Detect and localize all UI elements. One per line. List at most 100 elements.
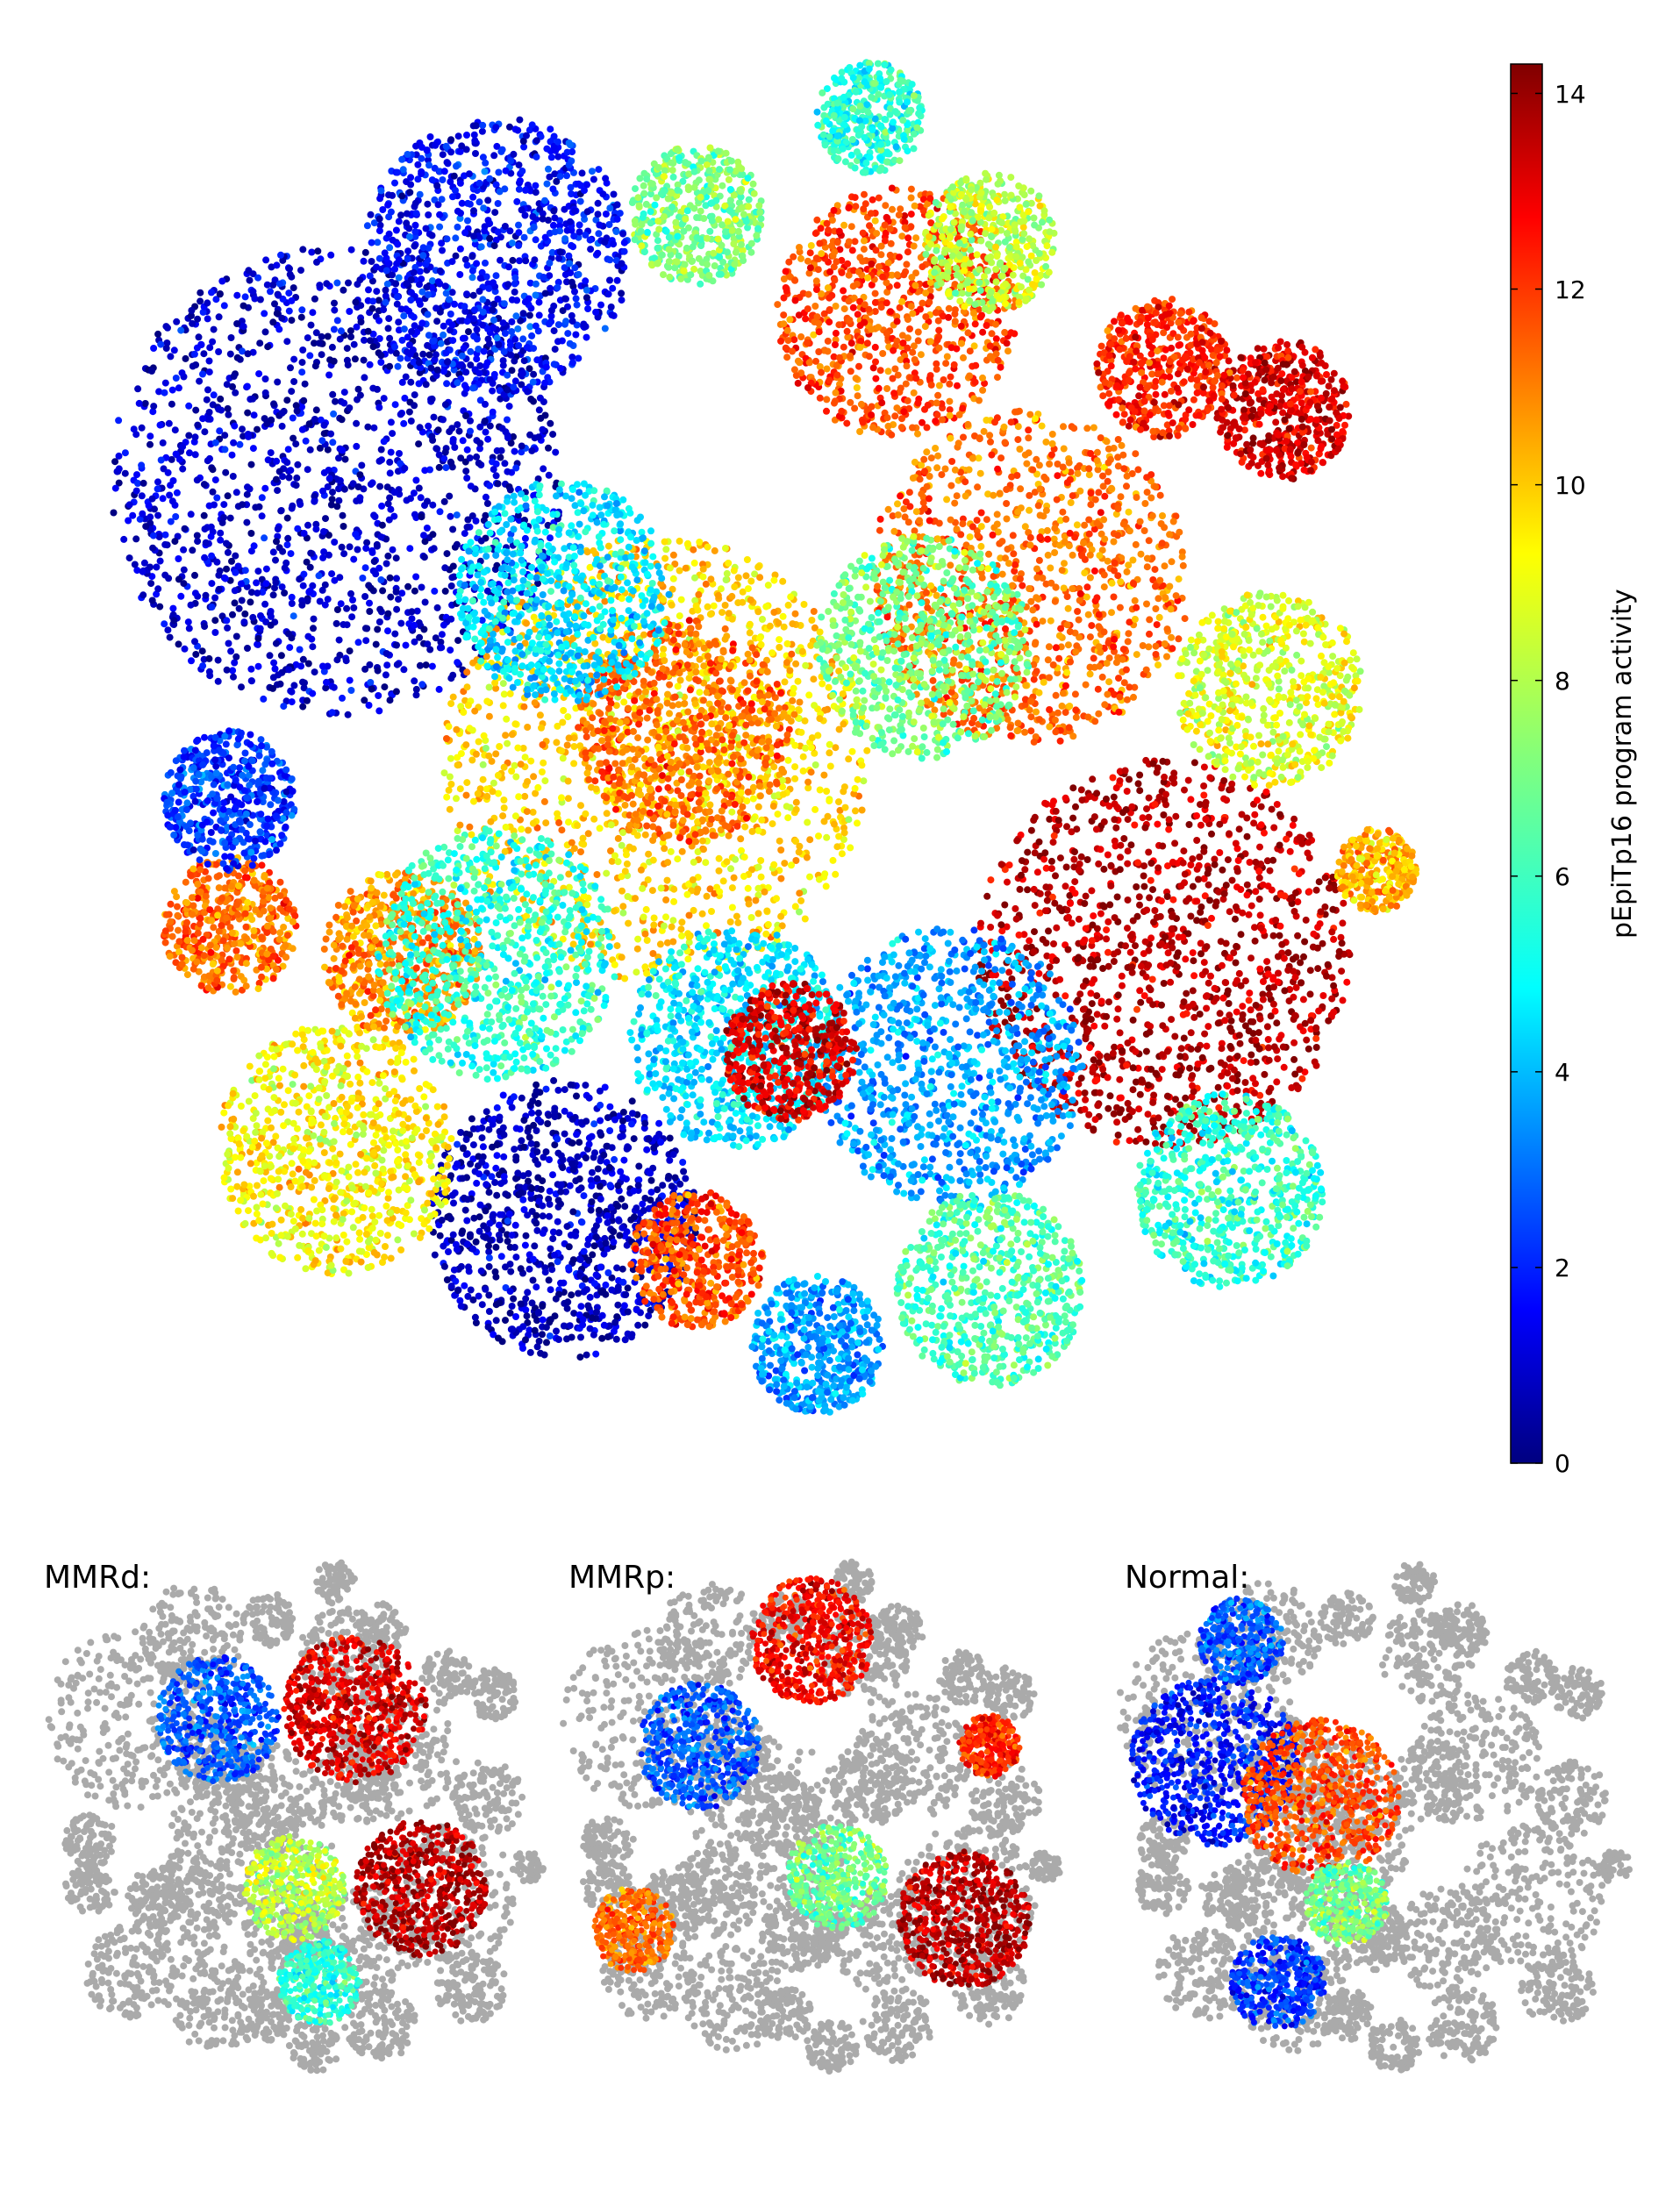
scatter-point — [700, 846, 707, 854]
scatter-point — [420, 532, 427, 539]
scatter-point — [573, 301, 581, 309]
scatter-point — [320, 528, 327, 535]
scatter-point — [740, 699, 747, 707]
scatter-point — [771, 710, 779, 718]
scatter-point — [690, 858, 697, 866]
scatter-point — [254, 425, 261, 433]
scatter-point — [650, 679, 658, 687]
scatter-point — [393, 641, 400, 649]
scatter-point — [510, 383, 518, 391]
scatter-point — [511, 761, 518, 769]
scatter-point — [618, 595, 626, 603]
scatter-point — [727, 865, 734, 873]
scatter-point — [467, 347, 475, 355]
scatter-point — [610, 190, 618, 198]
scatter-point — [481, 168, 489, 175]
scatter-point — [330, 683, 338, 691]
scatter-point — [457, 454, 465, 462]
scatter-point — [934, 391, 942, 399]
scatter-point — [808, 617, 816, 624]
scatter-point — [604, 542, 612, 550]
scatter-point — [316, 597, 324, 605]
scatter-point — [384, 610, 392, 618]
scatter-point — [770, 861, 778, 868]
scatter-point — [431, 587, 439, 595]
scatter-point — [852, 203, 860, 211]
scatter-point — [125, 501, 133, 509]
scatter-point — [587, 724, 595, 732]
scatter-point — [758, 816, 766, 824]
scatter-point — [339, 446, 347, 454]
scatter-point — [773, 895, 780, 903]
scatter-point — [395, 256, 403, 264]
scatter-point — [515, 342, 523, 349]
scatter-point — [285, 666, 293, 674]
scatter-point — [381, 249, 389, 257]
scatter-point — [692, 630, 700, 638]
scatter-point — [445, 723, 453, 731]
scatter-point — [618, 887, 626, 895]
scatter-point — [482, 493, 490, 501]
scatter-point — [775, 619, 783, 627]
scatter-point — [529, 819, 537, 827]
scatter-point — [418, 513, 425, 521]
scatter-point — [434, 278, 442, 286]
scatter-point — [415, 359, 423, 367]
scatter-point — [510, 432, 517, 440]
scatter-point — [453, 725, 461, 733]
scatter-point — [692, 675, 700, 683]
scatter-point — [407, 378, 415, 386]
scatter-point — [175, 384, 182, 392]
scatter-point — [224, 404, 232, 412]
scatter-point — [425, 422, 433, 430]
scatter-point — [389, 430, 397, 438]
scatter-point — [412, 476, 420, 484]
scatter-point — [707, 575, 715, 583]
scatter-point — [232, 632, 240, 640]
scatter-point — [538, 724, 545, 732]
scatter-point — [161, 379, 169, 387]
scatter-point — [168, 497, 176, 505]
scatter-point — [517, 761, 525, 768]
scatter-point — [274, 525, 282, 532]
scatter-point — [679, 817, 687, 825]
scatter-point — [756, 782, 763, 790]
scatter-point — [757, 873, 765, 881]
scatter-point — [642, 697, 650, 705]
scatter-point — [656, 940, 664, 948]
scatter-point — [386, 244, 394, 252]
scatter-point — [267, 621, 275, 629]
scatter-point — [783, 354, 791, 361]
scatter-point — [759, 616, 766, 623]
scatter-point — [386, 696, 394, 704]
scatter-point — [171, 538, 179, 546]
scatter-point — [780, 294, 788, 302]
scatter-point — [333, 317, 341, 325]
scatter-point — [754, 826, 762, 834]
scatter-point — [218, 277, 226, 285]
scatter-point — [541, 196, 548, 204]
scatter-point — [494, 480, 502, 488]
scatter-point — [299, 703, 307, 711]
scatter-point — [499, 319, 507, 327]
scatter-point — [657, 884, 665, 892]
scatter-point — [120, 535, 128, 543]
scatter-point — [461, 229, 469, 237]
scatter-point — [316, 282, 324, 289]
scatter-point — [670, 897, 678, 905]
scatter-point — [173, 489, 181, 496]
scatter-point — [208, 289, 215, 296]
scatter-point — [572, 295, 580, 303]
scatter-point — [297, 501, 304, 508]
scatter-point — [514, 126, 522, 134]
scatter-point — [458, 199, 466, 207]
scatter-point — [368, 479, 376, 487]
scatter-point — [375, 254, 383, 262]
scatter-point — [400, 325, 408, 333]
scatter-point — [422, 225, 430, 232]
scatter-point — [398, 336, 406, 344]
scatter-point — [676, 567, 683, 575]
scatter-point — [404, 247, 412, 255]
scatter-point — [741, 823, 749, 831]
scatter-point — [576, 742, 584, 750]
